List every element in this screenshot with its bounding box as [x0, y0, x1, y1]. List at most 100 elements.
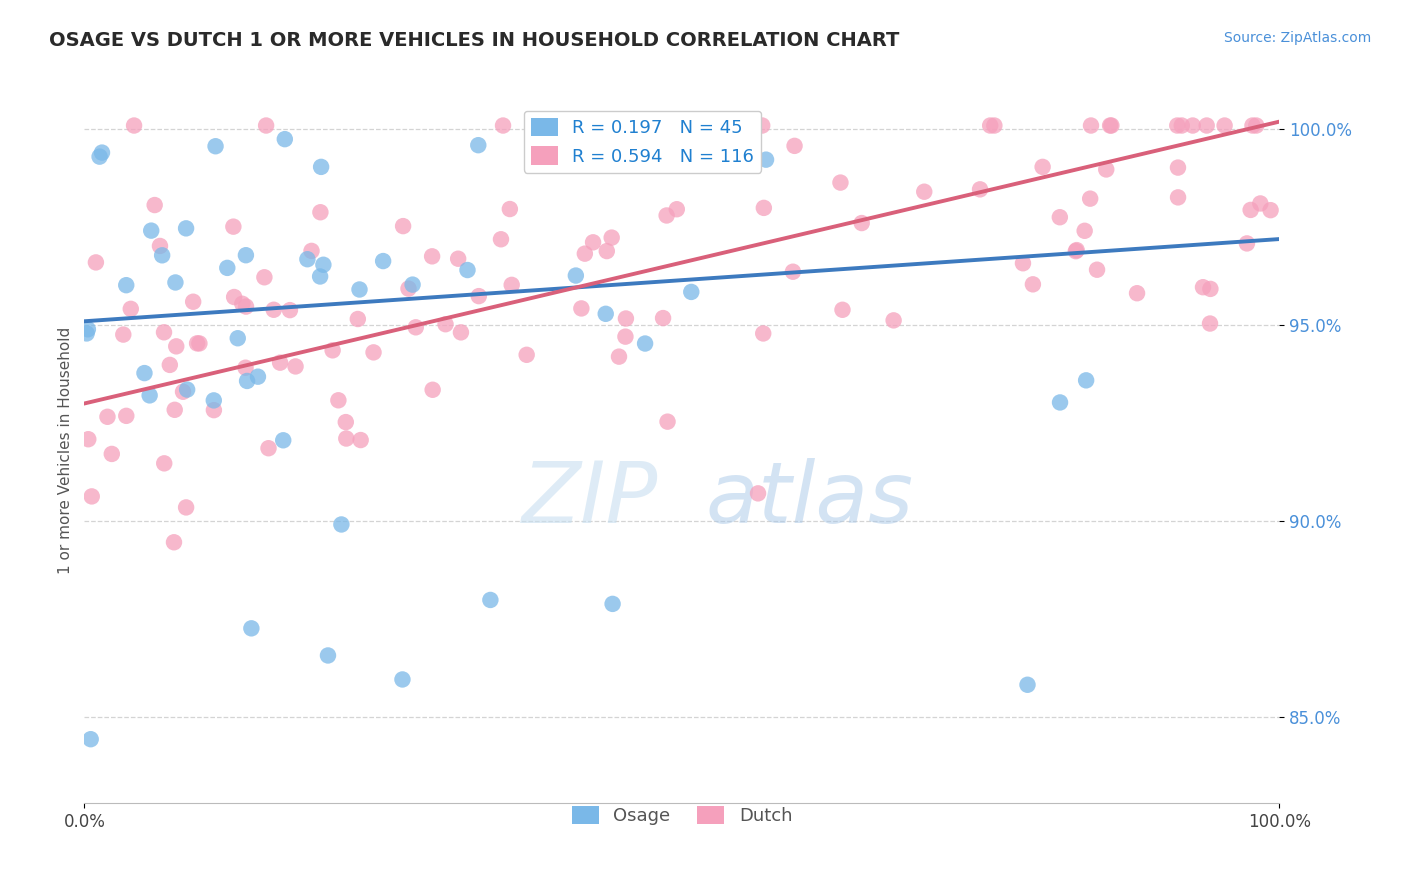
Point [467, 138, 489, 153]
Point [1167, 161, 1189, 175]
Point [489, 232, 512, 246]
Point [602, 597, 624, 611]
Point [1171, 119, 1194, 133]
Point [668, 136, 690, 151]
Point [77, 322, 100, 336]
Point [1241, 119, 1264, 133]
Point [1181, 119, 1204, 133]
Point [1249, 196, 1271, 211]
Point [1049, 211, 1071, 225]
Point [1066, 243, 1088, 257]
Point [316, 648, 339, 663]
Point [309, 160, 332, 174]
Point [202, 403, 225, 417]
Point [112, 327, 135, 342]
Point [450, 326, 472, 340]
Point [582, 235, 605, 250]
Point [235, 300, 257, 314]
Point [1260, 203, 1282, 218]
Point [422, 383, 444, 397]
Point [434, 317, 457, 331]
Point [607, 350, 630, 364]
Text: Source: ZipAtlas.com: Source: ZipAtlas.com [1223, 31, 1371, 45]
Point [235, 360, 257, 375]
Point [1064, 244, 1087, 259]
Point [783, 139, 806, 153]
Point [253, 270, 276, 285]
Point [188, 336, 211, 351]
Point [979, 119, 1001, 133]
Point [91, 145, 114, 160]
Point [614, 329, 637, 343]
Point [565, 268, 588, 283]
Point [101, 447, 124, 461]
Point [115, 409, 138, 423]
Text: ZIP: ZIP [522, 458, 658, 541]
Point [141, 224, 163, 238]
Point [80, 490, 103, 504]
Point [204, 139, 226, 153]
Point [278, 303, 301, 318]
Point [752, 201, 775, 215]
Point [747, 486, 769, 500]
Point [222, 219, 245, 234]
Point [614, 311, 637, 326]
Point [1126, 286, 1149, 301]
Point [596, 244, 619, 258]
Point [391, 673, 413, 687]
Point [186, 336, 208, 351]
Point [479, 593, 502, 607]
Point [349, 283, 371, 297]
Point [1073, 224, 1095, 238]
Point [172, 384, 194, 399]
Point [751, 119, 773, 133]
Point [153, 456, 176, 470]
Point [335, 432, 357, 446]
Point [165, 339, 187, 353]
Point [89, 150, 111, 164]
Point [1095, 162, 1118, 177]
Point [224, 290, 246, 304]
Point [373, 254, 395, 268]
Point [328, 393, 350, 408]
Point [1246, 119, 1268, 133]
Point [284, 359, 307, 374]
Point [181, 294, 204, 309]
Point [150, 248, 173, 262]
Point [346, 312, 368, 326]
Point [405, 320, 427, 334]
Point [1192, 280, 1215, 294]
Point [309, 269, 332, 284]
Point [1195, 119, 1218, 133]
Point [830, 176, 852, 190]
Point [665, 202, 688, 217]
Point [1022, 277, 1045, 292]
Point [752, 326, 775, 341]
Point [363, 345, 385, 359]
Point [634, 336, 657, 351]
Point [456, 263, 478, 277]
Point [240, 621, 263, 635]
Point [269, 356, 291, 370]
Text: OSAGE VS DUTCH 1 OR MORE VEHICLES IN HOUSEHOLD CORRELATION CHART: OSAGE VS DUTCH 1 OR MORE VEHICLES IN HOU… [49, 31, 900, 50]
Point [263, 302, 285, 317]
Point [755, 153, 778, 167]
Point [983, 119, 1005, 133]
Point [574, 246, 596, 260]
Point [492, 119, 515, 133]
Point [235, 248, 257, 262]
Point [257, 441, 280, 455]
Point [1167, 190, 1189, 204]
Point [84, 255, 107, 269]
Point [501, 277, 523, 292]
Point [516, 348, 538, 362]
Point [301, 244, 323, 258]
Point [217, 260, 239, 275]
Point [652, 311, 675, 326]
Point [246, 369, 269, 384]
Point [163, 402, 186, 417]
Point [254, 119, 277, 133]
Point [420, 249, 443, 263]
Point [174, 500, 197, 515]
Point [1166, 119, 1188, 133]
